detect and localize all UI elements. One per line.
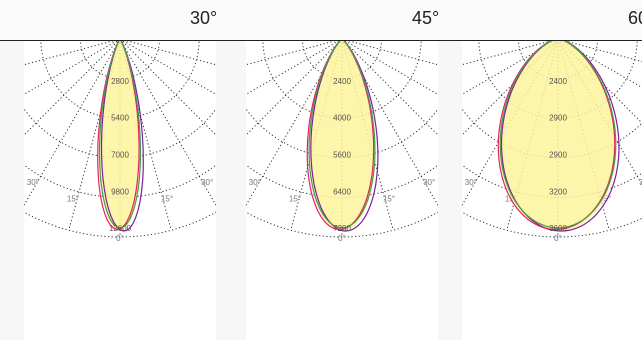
grid-arc bbox=[40, 41, 200, 119]
angle-label-left: 15° bbox=[67, 195, 79, 204]
beam-label-60: 60° bbox=[628, 8, 642, 28]
polar-diagram-30: 90°90°75°75°60°60°45°45°30°30°15°15°0°28… bbox=[24, 41, 216, 243]
grid-radial bbox=[24, 41, 120, 207]
ring-value-label: 2900 bbox=[549, 150, 567, 159]
grid-radial bbox=[24, 41, 115, 66]
beam-label-45: 45° bbox=[412, 8, 440, 28]
angle-label-left: 30° bbox=[465, 178, 477, 187]
angle-label-left: 30° bbox=[249, 178, 261, 187]
angle-label-left: 15° bbox=[289, 195, 301, 204]
ring-value-label: 5600 bbox=[333, 150, 351, 159]
intensity-curve bbox=[98, 41, 142, 229]
grid-arc bbox=[478, 41, 638, 119]
polar-panel-30: 90°90°75°75°60°60°45°45°30°30°15°15°0°28… bbox=[24, 41, 216, 340]
angle-label-right: 30° bbox=[423, 178, 435, 187]
grid-radial bbox=[24, 41, 119, 136]
grid-radial bbox=[121, 41, 216, 136]
grid-radial bbox=[122, 41, 216, 96]
ring-value-label: 5400 bbox=[111, 114, 129, 123]
grid-radial bbox=[462, 41, 553, 66]
intensity-fill bbox=[99, 41, 141, 232]
ring-value-label: 2400 bbox=[333, 77, 351, 86]
grid-radial bbox=[24, 41, 118, 96]
angle-label-right: 15° bbox=[161, 195, 173, 204]
grid-radial bbox=[343, 41, 438, 136]
grid-radial bbox=[246, 41, 341, 136]
grid-radial bbox=[125, 41, 216, 66]
ring-value-label: 2900 bbox=[549, 114, 567, 123]
grid-arc bbox=[262, 41, 422, 119]
ring-value-label: 12600 bbox=[109, 224, 132, 233]
polar-panel-60: 90°90°75°75°60°60°45°45°30°30°15°15°0°24… bbox=[462, 41, 642, 340]
grid-radial bbox=[347, 41, 438, 66]
grid-radial bbox=[246, 41, 340, 96]
angle-label-left: 30° bbox=[27, 178, 39, 187]
ring-value-label: 3600 bbox=[549, 224, 567, 233]
intensity-curve bbox=[499, 41, 617, 229]
grid-radial bbox=[462, 41, 556, 96]
ring-value-label: 7000 bbox=[111, 150, 129, 159]
grid-radial bbox=[344, 41, 438, 96]
ring-value-label: 7200 bbox=[333, 224, 351, 233]
angle-label-right: 15° bbox=[383, 195, 395, 204]
ring-value-label: 6400 bbox=[333, 187, 351, 196]
angle-label-bottom: 0° bbox=[338, 234, 346, 243]
ring-value-label: 4000 bbox=[333, 114, 351, 123]
grid-radial bbox=[120, 41, 216, 207]
angle-label-bottom: 0° bbox=[116, 234, 124, 243]
intensity-curve bbox=[308, 41, 376, 229]
angle-label-right: 30° bbox=[201, 178, 213, 187]
intensity-fill bbox=[499, 41, 617, 232]
grid-radial bbox=[560, 41, 642, 89]
grid-radial bbox=[563, 41, 642, 63]
polar-panel-45: 90°90°75°75°60°60°45°45°30°30°15°15°0°24… bbox=[246, 41, 438, 340]
ring-value-label: 2800 bbox=[111, 77, 129, 86]
ring-value-label: 9800 bbox=[111, 187, 129, 196]
angle-label-bottom: 0° bbox=[554, 234, 562, 243]
angle-label-right: 15° bbox=[599, 195, 611, 204]
angle-label-right: 30° bbox=[639, 178, 642, 187]
ring-value-label: 3200 bbox=[549, 187, 567, 196]
ring-value-label: 2400 bbox=[549, 77, 567, 86]
polar-diagram-60: 90°90°75°75°60°60°45°45°30°30°15°15°0°24… bbox=[462, 41, 642, 243]
beam-angle-header: 30° 45° 60° bbox=[0, 0, 642, 41]
grid-radial bbox=[246, 41, 337, 66]
beam-label-30: 30° bbox=[190, 8, 218, 28]
polar-diagram-45: 90°90°75°75°60°60°45°45°30°30°15°15°0°24… bbox=[246, 41, 438, 243]
intensity-fill bbox=[308, 41, 376, 232]
